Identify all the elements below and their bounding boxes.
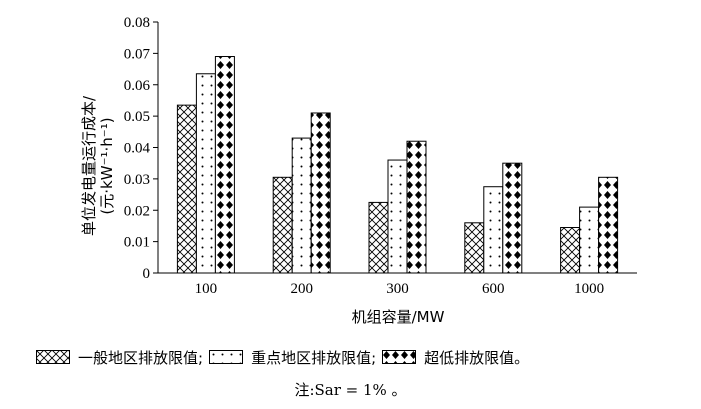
legend-swatch-diamonds [382,350,417,364]
bar-300-series-2 [406,140,427,274]
x-tick-label-300: 300 [386,281,409,297]
bar-200-series-0 [272,176,293,274]
legend-item-key-area: 重点地区排放限值; [209,347,376,368]
bar-300-series-1 [387,159,408,274]
y-axis-title-line1: 单位发电量运行成本/ [80,95,98,236]
x-tick-label-1000: 1000 [574,281,604,297]
x-tick-label-200: 200 [290,281,313,297]
bar-100-series-0 [176,104,197,274]
y-tick-label-3: 0.03 [124,172,150,188]
legend-label-key-area: 重点地区排放限值; [251,348,377,367]
bar-100-series-2 [214,56,235,274]
bar-200-series-1 [291,137,312,274]
y-tick-label-8: 0.08 [124,15,150,31]
y-tick-label-1: 0.01 [124,235,150,251]
legend-label-ultra-low: 超低排放限值。 [424,348,530,367]
bar-300-series-0 [368,201,389,274]
y-tick-label-7: 0.07 [124,46,151,62]
chart-note: 注:Sar = 1% 。 [294,381,407,399]
plot-area: 0 0.01 0.02 0.03 0.04 0.05 0.06 0.07 0.08 100 200 3… [124,15,637,297]
bar-1000-series-2 [598,176,619,274]
bar-600-series-2 [502,162,523,274]
legend-item-ultra-low: 超低排放限值。 [382,347,529,368]
legend-swatch-crosshatch [36,350,70,364]
bar-600-series-1 [483,186,504,274]
bar-200-series-2 [310,112,331,274]
legend-swatch-dots [209,350,244,364]
bar-100-series-1 [195,73,216,274]
bar-1000-series-1 [579,206,600,274]
y-tick-label-2: 0.02 [124,203,150,219]
legend-label-general: 一般地区排放限值; [78,348,204,367]
y-tick-label-0: 0 [143,266,151,282]
legend-item-general: 一般地区排放限值; [36,347,203,368]
y-tick-label-5: 0.05 [124,109,150,125]
x-tick-label-100: 100 [195,281,218,297]
bar-600-series-0 [464,222,485,274]
y-tick-label-6: 0.06 [124,78,151,94]
legend: 一般地区排放限值; 重点地区排放限值; 超低排放限值。 [36,345,676,369]
x-tick-label-600: 600 [482,281,505,297]
y-tick-label-4: 0.04 [124,141,151,157]
bar-1000-series-0 [560,227,581,274]
y-axis-title-line2: (元·kW⁻¹·h⁻¹) [98,117,116,214]
x-axis-title: 机组容量/MW [352,308,445,326]
bar-chart: 0 0.01 0.02 0.03 0.04 0.05 0.06 0.07 0.08 100 200 3… [80,15,637,326]
